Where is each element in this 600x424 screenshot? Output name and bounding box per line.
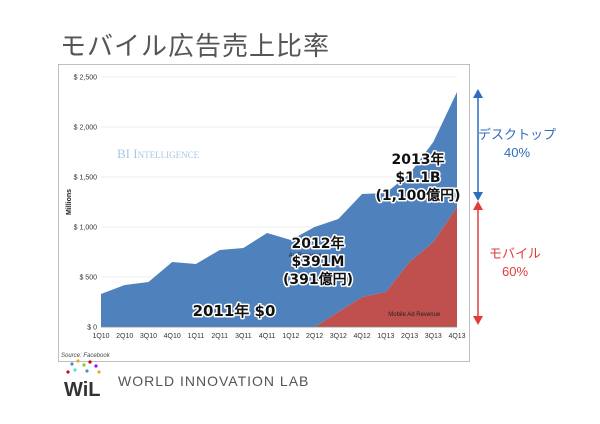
mobile-arrow-up-icon [473,201,483,210]
mobile-label: モバイル [489,246,541,261]
y-tick-label: $ 1,000 [74,225,97,232]
chart-watermark: BI Intelligence [117,146,200,161]
x-tick-label: 2Q11 [211,333,228,340]
desktop-label: デスクトップ [478,127,556,142]
y-tick-label: $ 2,500 [74,75,97,82]
y-tick-label: $ 0 [87,325,97,332]
x-tick-label: 2Q12 [306,333,323,340]
y-axis-label: Millions [66,189,73,215]
x-tick-label: 3Q12 [330,333,347,340]
slide-title: モバイル広告売上比率 [60,32,331,62]
mobile-percentage: 60% [502,264,528,279]
chart-areas [101,92,457,328]
x-tick-label: 3Q13 [425,333,442,340]
x-tick-label: 3Q11 [235,333,252,340]
desktop-arrow-down-icon [473,192,483,201]
area-series-1 [101,92,457,327]
y-tick-labels: $ 0 $ 500 $ 1,000 $ 1,500 $ 2,000 $ 2,500 [74,75,97,332]
x-tick-label: 4Q11 [259,333,276,340]
desktop-bracket [473,89,483,201]
x-tick-label: 1Q13 [377,333,394,340]
desktop-arrow-up-icon [473,89,483,98]
logo-text: WORLD INNOVATION LAB [118,373,310,389]
logo-dots-icon [66,359,101,374]
x-tick-labels: 1Q10 2Q10 3Q10 4Q10 1Q11 2Q11 3Q11 4Q11 1Q12 2Q12… [92,333,465,340]
x-tick-label: 4Q13 [448,333,465,340]
mobile-arrow-down-icon [473,316,483,325]
x-tick-label: 4Q12 [354,333,371,340]
y-tick-label: $ 500 [79,275,97,282]
desktop-percentage: 40% [504,145,530,160]
x-tick-label: 1Q11 [188,333,205,340]
series-label: Mobile Ad Revenue [388,312,441,318]
logo-mark: WiL [64,379,100,401]
x-tick-label: 4Q10 [164,333,181,340]
series-label: Ad Revenue [289,253,323,259]
series-labels: Mobile Ad Revenue Ad Revenue [289,253,441,318]
mobile-bracket [473,201,483,325]
x-tick-label: 2Q10 [116,333,133,340]
x-tick-label: 3Q10 [140,333,157,340]
wil-logo: WiL [64,359,101,401]
chart-source: Source: Facebook [61,353,111,359]
y-tick-label: $ 1,500 [74,175,97,182]
x-tick-label: 1Q10 [92,333,109,340]
area-series-0 [101,207,457,327]
x-tick-label: 2Q13 [401,333,418,340]
x-tick-label: 1Q12 [282,333,299,340]
area-chart: BI Intelligence $ 0$ 500$ 1,000$ 1,500$ … [61,75,466,360]
chart-frame: BI Intelligence $ 0 $ 500 $ 1,000 $ 1,500 $ … [58,64,470,362]
y-tick-label: $ 2,000 [74,125,97,132]
